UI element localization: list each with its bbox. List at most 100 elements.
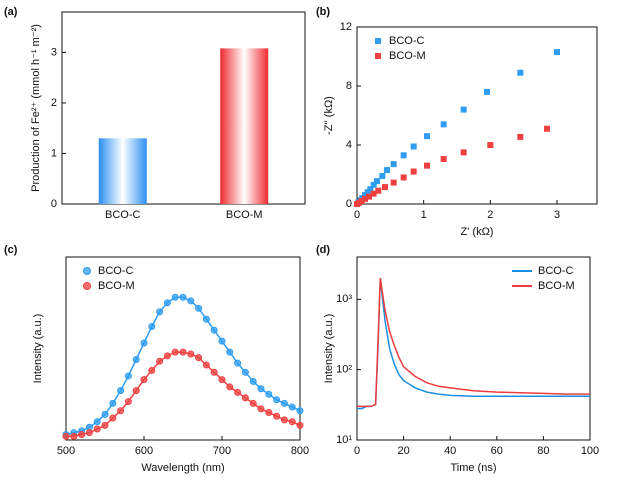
data-point xyxy=(362,195,368,202)
y-tick-label: 10¹ xyxy=(336,434,352,446)
y-tick-label: 8 xyxy=(346,80,352,92)
data-point xyxy=(187,297,195,305)
data-point xyxy=(109,399,117,407)
x-tick-label: 700 xyxy=(213,445,231,457)
axes-frame xyxy=(356,26,598,205)
x-tick-label: 2 xyxy=(487,209,493,221)
y-tick-label: 2 xyxy=(51,97,57,109)
legend-swatch xyxy=(375,53,381,59)
data-point xyxy=(241,368,249,376)
bar xyxy=(220,48,269,204)
legend-label: BCO-C xyxy=(389,35,425,47)
data-point xyxy=(140,339,148,347)
data-point xyxy=(132,355,140,363)
data-point xyxy=(234,388,242,396)
series-line xyxy=(357,278,590,410)
panel-label: (b) xyxy=(316,6,330,18)
data-point xyxy=(226,383,234,391)
data-point xyxy=(400,174,407,181)
data-point xyxy=(78,431,86,439)
data-point xyxy=(257,385,265,393)
data-point xyxy=(179,293,187,301)
legend-swatch xyxy=(375,38,381,44)
legend-label: BCO-M xyxy=(538,280,575,292)
data-point xyxy=(241,394,249,402)
data-point xyxy=(101,410,109,418)
data-point xyxy=(109,414,117,422)
data-point xyxy=(280,399,288,407)
data-point xyxy=(487,142,494,148)
data-point xyxy=(370,181,377,188)
y-tick-label: 10³ xyxy=(336,293,352,305)
data-point xyxy=(226,348,234,356)
data-point xyxy=(440,121,447,128)
data-point xyxy=(554,49,560,56)
data-point xyxy=(390,179,397,186)
y-tick-label: 4 xyxy=(346,139,352,151)
x-tick-label: 20 xyxy=(397,445,409,457)
x-tick-label: 60 xyxy=(491,445,503,457)
x-tick-label: 600 xyxy=(135,445,153,457)
data-point xyxy=(234,359,242,367)
data-point xyxy=(156,308,164,316)
y-tick-label: 10² xyxy=(336,364,352,376)
series-line xyxy=(65,296,301,436)
series-line xyxy=(357,278,590,408)
data-point xyxy=(358,198,365,205)
data-point xyxy=(171,348,179,356)
y-axis-label: Production of Fe²⁺ (mmol h⁻¹ m⁻²) xyxy=(30,24,42,192)
y-axis-label: -Z'' (kΩ) xyxy=(323,96,335,135)
data-point xyxy=(218,337,226,345)
data-point xyxy=(85,429,93,437)
data-point xyxy=(140,376,148,384)
x-tick-label: BCO-C xyxy=(105,209,141,221)
data-point xyxy=(384,167,390,174)
data-point xyxy=(375,187,382,194)
data-point xyxy=(195,304,203,312)
x-tick-label: 1 xyxy=(421,209,427,221)
data-point xyxy=(218,376,226,384)
y-tick-label: 12 xyxy=(340,21,352,33)
data-point xyxy=(424,133,430,140)
data-point xyxy=(390,161,397,168)
x-tick-label: 0 xyxy=(354,445,360,457)
data-point xyxy=(249,377,257,385)
data-point xyxy=(124,372,132,380)
x-axis-label: Z' (kΩ) xyxy=(461,226,494,238)
data-point xyxy=(70,432,78,440)
y-tick-label: 1 xyxy=(51,147,57,159)
x-tick-label: 100 xyxy=(581,445,599,457)
data-point xyxy=(440,156,447,163)
data-point xyxy=(460,149,467,156)
data-point xyxy=(163,299,171,307)
data-point xyxy=(296,421,304,429)
x-axis-label: Time (ns) xyxy=(450,462,496,474)
data-point xyxy=(484,88,490,95)
data-point xyxy=(400,152,407,159)
data-point xyxy=(367,186,374,193)
data-point xyxy=(288,418,296,426)
axes-frame xyxy=(61,11,306,205)
data-point xyxy=(101,421,109,429)
data-point xyxy=(195,354,203,362)
data-point xyxy=(544,125,550,132)
axes-frame xyxy=(65,256,301,441)
legend-swatch xyxy=(83,282,91,290)
data-point xyxy=(187,350,195,358)
data-point xyxy=(156,357,164,365)
data-point xyxy=(249,399,257,407)
data-point xyxy=(93,425,101,433)
y-axis-label: Intensity (a.u.) xyxy=(323,314,335,384)
data-point xyxy=(93,418,101,426)
data-point xyxy=(132,387,140,395)
series-line xyxy=(66,351,301,438)
x-tick-label: BCO-M xyxy=(226,209,263,221)
panel-label: (d) xyxy=(316,244,330,256)
y-tick-label: 3 xyxy=(51,46,57,58)
data-point xyxy=(273,396,281,404)
data-point xyxy=(460,106,467,113)
x-tick-label: 800 xyxy=(291,445,309,457)
data-point xyxy=(124,398,132,406)
axes-frame xyxy=(356,256,591,441)
legend-label: BCO-M xyxy=(389,50,426,62)
